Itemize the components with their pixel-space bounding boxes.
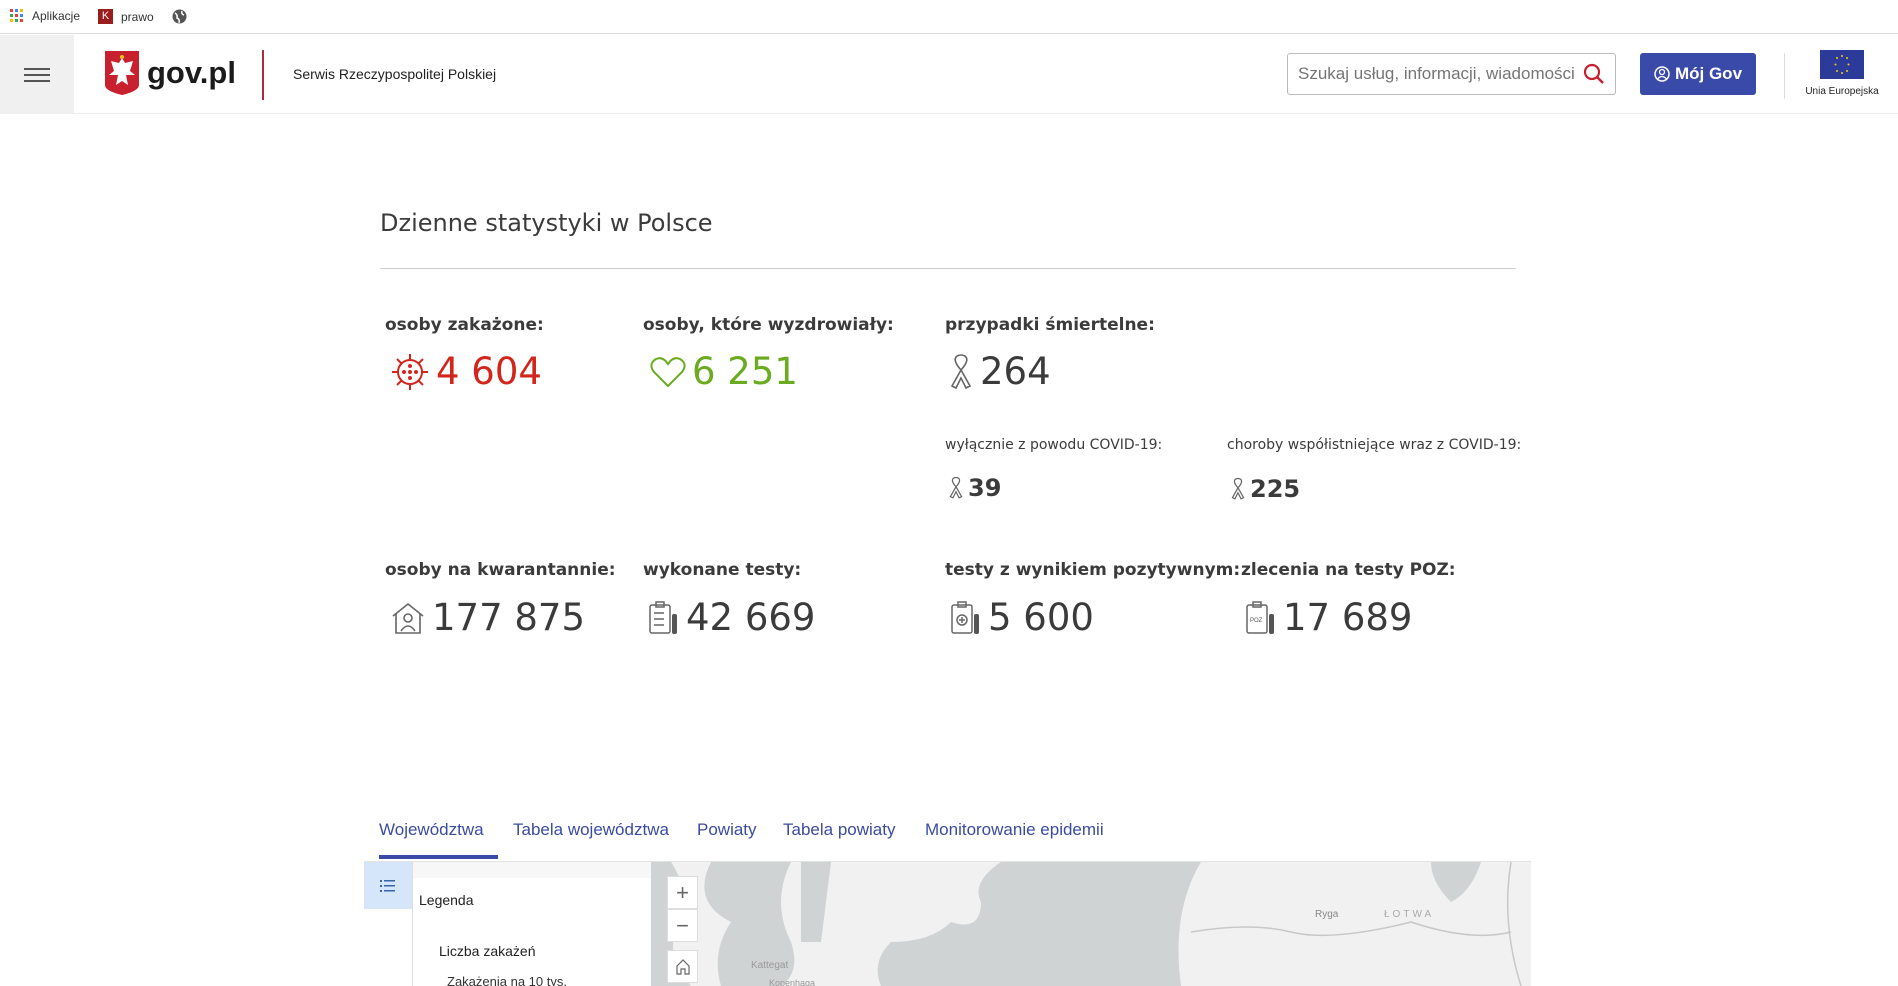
deaths-comorbid-label: choroby współistniejące wraz z COVID-19: xyxy=(1227,437,1522,453)
tabs-divider xyxy=(364,861,1531,862)
recovered-label: osoby, które wyzdrowiały: xyxy=(643,315,894,335)
home-button[interactable] xyxy=(667,950,698,983)
quarantine-value: 177 875 xyxy=(390,596,585,639)
logo-text: gov.pl xyxy=(147,55,236,90)
search-input[interactable] xyxy=(1298,64,1583,84)
map-container: Legenda Liczba zakażeń Zakażenia na 10 t… xyxy=(364,862,1531,986)
zoom-out-button[interactable]: − xyxy=(667,909,698,942)
map-label-kopenhaga: Kopenhaga xyxy=(769,978,815,986)
eu-label: Unia Europejska xyxy=(1805,86,1879,97)
site-tagline: Serwis Rzeczypospolitej Polskiej xyxy=(293,66,497,82)
svg-text:POZ: POZ xyxy=(1250,618,1263,624)
recovered-value: 6 251 xyxy=(650,350,798,393)
bookmark-globe[interactable] xyxy=(172,9,187,24)
logo-divider xyxy=(262,50,264,100)
deaths-covid-only-number: 39 xyxy=(968,474,1002,502)
home-icon xyxy=(675,958,690,975)
deaths-comorbid-number: 225 xyxy=(1250,475,1301,503)
legend-layer-title: Liczba zakażeń xyxy=(439,943,536,959)
menu-button[interactable] xyxy=(0,35,74,114)
tab-tabela-powiaty[interactable]: Tabela powiaty xyxy=(783,820,896,839)
globe-icon xyxy=(172,9,187,24)
k-logo-icon: K xyxy=(98,9,113,24)
positive-tests-label: testy z wynikiem pozytywnym: xyxy=(945,560,1241,580)
infected-value: 4 604 xyxy=(390,350,542,393)
map-label-kattegat: Kattegat xyxy=(751,960,788,971)
clipboard-poz-icon: POZ xyxy=(1246,600,1274,634)
tab-monitorowanie-epidemii[interactable]: Monitorowanie epidemii xyxy=(925,820,1104,839)
deaths-label: przypadki śmiertelne: xyxy=(945,315,1155,335)
apps-grid-icon xyxy=(10,9,23,22)
deaths-number: 264 xyxy=(980,350,1051,393)
clipboard-test-icon xyxy=(649,600,677,634)
tests-value: 42 669 xyxy=(648,596,815,639)
infected-number: 4 604 xyxy=(436,350,542,393)
tab-tabela-wojewodztwa[interactable]: Tabela województwa xyxy=(513,820,669,839)
search-icon[interactable] xyxy=(1583,63,1605,85)
house-person-icon xyxy=(392,602,424,634)
legend-panel: Legenda Liczba zakażeń Zakażenia na 10 t… xyxy=(412,862,651,986)
legend-toggle-button[interactable] xyxy=(364,862,412,909)
deaths-comorbid-value: 225 xyxy=(1230,475,1300,503)
map-canvas[interactable]: Kattegat Ryga ŁOTWA Kopenhaga xyxy=(651,862,1531,986)
ribbon-icon xyxy=(950,353,972,389)
map-label-lotwa: ŁOTWA xyxy=(1384,909,1434,920)
quarantine-label: osoby na kwarantannie: xyxy=(385,560,616,580)
infected-label: osoby zakażone: xyxy=(385,315,544,335)
plus-icon: + xyxy=(676,879,689,905)
tab-wojewodztwa[interactable]: Województwa xyxy=(379,820,484,839)
poz-orders-label: zlecenia na testy POZ: xyxy=(1241,560,1456,580)
bookmark-prawo[interactable]: K prawo xyxy=(98,9,154,24)
poz-orders-number: 17 689 xyxy=(1283,596,1413,639)
tests-label: wykonane testy: xyxy=(643,560,802,580)
poz-orders-value: POZ 17 689 xyxy=(1245,596,1412,639)
bookmarks-bar: Aplikacje K prawo xyxy=(0,0,1898,34)
deaths-value: 264 xyxy=(948,350,1051,393)
my-gov-button[interactable]: Mój Gov xyxy=(1640,53,1756,95)
zoom-in-button[interactable]: + xyxy=(667,876,698,909)
tests-number: 42 669 xyxy=(686,596,816,639)
ribbon-icon xyxy=(949,476,963,499)
hamburger-icon xyxy=(24,64,50,86)
page-title: Dzienne statystyki w Polsce xyxy=(380,209,713,237)
deaths-covid-only-value: 39 xyxy=(948,474,1001,502)
eu-logo: Unia Europejska xyxy=(1800,50,1884,97)
legend-title: Legenda xyxy=(419,892,474,908)
minus-icon: − xyxy=(676,912,689,938)
gov-logo[interactable]: gov.pl xyxy=(105,51,236,95)
tab-powiaty[interactable]: Powiaty xyxy=(697,820,757,839)
eu-flag-icon xyxy=(1820,50,1864,79)
quarantine-number: 177 875 xyxy=(432,596,586,639)
eagle-emblem-icon xyxy=(105,51,139,95)
site-header: gov.pl Serwis Rzeczypospolitej Polskiej … xyxy=(0,35,1898,114)
search-field[interactable] xyxy=(1287,53,1616,95)
active-tab-indicator xyxy=(379,855,498,859)
bookmark-label: prawo xyxy=(121,9,154,24)
header-divider xyxy=(1784,53,1785,99)
deaths-covid-only-label: wyłącznie z powodu COVID-19: xyxy=(945,437,1163,453)
user-circle-icon xyxy=(1654,66,1670,82)
positive-tests-value: 5 600 xyxy=(950,596,1094,639)
legend-list-icon xyxy=(380,879,395,892)
bookmark-apps[interactable]: Aplikacje xyxy=(10,9,80,23)
positive-tests-number: 5 600 xyxy=(988,596,1094,639)
map-label-ryga: Ryga xyxy=(1315,909,1339,920)
recovered-number: 6 251 xyxy=(692,350,798,393)
clipboard-plus-icon xyxy=(951,600,979,634)
bookmark-label: Aplikacje xyxy=(32,9,81,23)
title-divider xyxy=(380,268,1516,269)
legend-sublabel: Zakażenia na 10 tys. xyxy=(447,974,567,986)
heart-icon xyxy=(650,356,686,387)
my-gov-label: Mój Gov xyxy=(1674,64,1743,83)
virus-icon xyxy=(392,353,428,390)
ribbon-icon xyxy=(1231,477,1245,500)
